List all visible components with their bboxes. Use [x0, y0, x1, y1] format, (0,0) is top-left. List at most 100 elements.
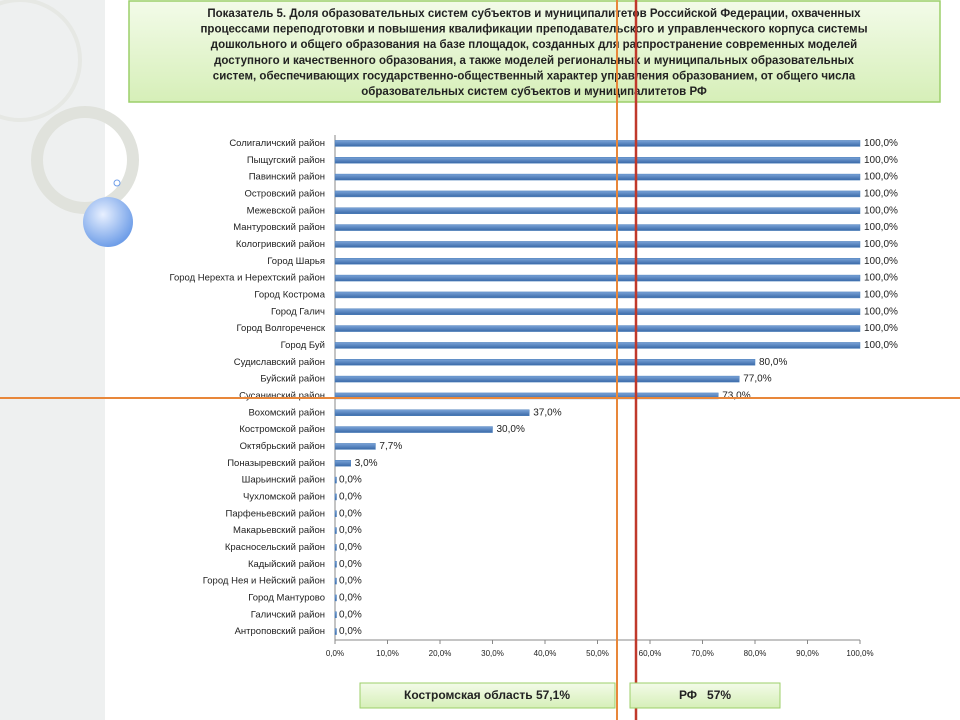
x-tick-label: 30,0% — [481, 649, 504, 658]
bar — [334, 224, 861, 231]
bar — [334, 308, 861, 315]
title-box — [128, 0, 941, 103]
value-label: 100,0% — [864, 290, 898, 301]
bar — [334, 460, 351, 467]
bar — [334, 594, 337, 602]
value-label: 0,0% — [339, 609, 362, 620]
bar — [334, 375, 740, 383]
bar — [334, 577, 337, 585]
y-tick-label: Сусанинский район — [239, 390, 325, 401]
y-tick-label: Город Кострома — [254, 289, 325, 300]
bar — [334, 359, 756, 366]
y-tick-label: Антроповский район — [235, 626, 325, 637]
y-tick-label: Город Нея и Нейский район — [203, 576, 325, 587]
y-tick-label: Город Волгореченск — [237, 323, 326, 334]
y-tick-label: Островский район — [244, 188, 325, 199]
bar — [334, 510, 337, 517]
y-tick-label: Парфеньевский район — [226, 508, 325, 519]
annotation: Костромская область 57,1% — [404, 688, 570, 702]
value-label: 100,0% — [864, 138, 898, 149]
y-tick-label: Мантуровский район — [233, 222, 325, 233]
bar — [334, 561, 337, 568]
x-tick-label: 10,0% — [376, 649, 399, 658]
value-label: 100,0% — [864, 205, 898, 216]
y-tick-label: Кологривский район — [236, 239, 325, 250]
value-label: 30,0% — [497, 424, 525, 435]
x-tick-label: 100,0% — [846, 649, 873, 658]
value-label: 100,0% — [864, 306, 898, 317]
y-tick-label: Город Нерехта и Нерехтский район — [169, 273, 325, 284]
value-label: 100,0% — [864, 189, 898, 200]
plot: Показатель 5. Доля образовательных систе… — [169, 8, 898, 658]
y-tick-label: Город Шарья — [267, 256, 325, 267]
y-tick-label: Пыщугский район — [247, 155, 325, 166]
y-tick-label: Павинский район — [249, 172, 325, 183]
y-tick-label: Чухломской район — [243, 491, 325, 502]
y-tick-label: Буйский район — [260, 374, 325, 385]
annotation: РФ 57% — [679, 688, 731, 702]
value-label: 0,0% — [339, 475, 362, 486]
y-tick-label: Макарьевский район — [233, 525, 325, 536]
x-tick-label: 0,0% — [326, 649, 344, 658]
bar — [334, 157, 861, 164]
y-tick-label: Костромской район — [239, 424, 325, 435]
y-tick-label: Судиславский район — [234, 357, 325, 368]
bar — [334, 611, 337, 618]
bar — [334, 140, 861, 147]
x-tick-label: 20,0% — [429, 649, 452, 658]
value-label: 80,0% — [759, 357, 787, 368]
y-tick-label: Кадыйский район — [248, 559, 325, 570]
chart-title: дошкольного и общего образования на базе… — [211, 39, 857, 51]
y-tick-label: Город Мантурово — [248, 592, 325, 603]
bar — [334, 628, 337, 635]
chart-title: Показатель 5. Доля образовательных систе… — [207, 8, 861, 20]
value-label: 100,0% — [864, 273, 898, 284]
value-label: 100,0% — [864, 340, 898, 351]
chart-title: образовательных систем субъектов и муниц… — [361, 86, 707, 98]
bar — [334, 493, 337, 501]
value-label: 0,0% — [339, 508, 362, 519]
decor-ring — [31, 106, 139, 214]
bar — [334, 207, 861, 214]
value-label: 37,0% — [533, 407, 561, 418]
value-label: 100,0% — [864, 172, 898, 183]
bar — [334, 544, 337, 551]
bar — [334, 241, 861, 248]
chart-title: процессами переподготовки и повышения кв… — [200, 24, 867, 36]
bar — [334, 342, 861, 349]
y-tick-label: Галичский район — [251, 609, 325, 620]
value-label: 100,0% — [864, 323, 898, 334]
decor-dot — [113, 179, 121, 187]
y-tick-label: Город Буй — [281, 340, 325, 351]
bar — [334, 190, 861, 198]
y-tick-label: Солигаличский район — [229, 138, 325, 149]
value-label: 77,0% — [743, 374, 771, 385]
bar — [334, 409, 530, 416]
chart-title: доступного и качественного образования, … — [214, 55, 854, 67]
bar — [334, 476, 337, 484]
value-label: 3,0% — [355, 458, 378, 469]
x-tick-label: 50,0% — [586, 649, 609, 658]
bar — [334, 258, 861, 265]
value-label: 0,0% — [339, 559, 362, 570]
value-label: 100,0% — [864, 256, 898, 267]
bar — [334, 274, 861, 282]
x-tick-label: 80,0% — [744, 649, 767, 658]
value-label: 0,0% — [339, 492, 362, 503]
value-label: 100,0% — [864, 239, 898, 250]
decor-ball — [83, 197, 133, 247]
y-tick-label: Город Галич — [271, 306, 325, 317]
bar — [334, 325, 861, 332]
x-tick-label: 40,0% — [534, 649, 557, 658]
value-label: 73,0% — [722, 391, 750, 402]
annotation-box — [629, 682, 781, 709]
y-tick-label: Шарьинский район — [242, 475, 325, 486]
value-label: 0,0% — [339, 542, 362, 553]
value-label: 100,0% — [864, 155, 898, 166]
chart-title: систем, обеспечивающих государственно-об… — [213, 70, 856, 82]
bar — [334, 426, 493, 433]
value-label: 0,0% — [339, 593, 362, 604]
value-label: 0,0% — [339, 525, 362, 536]
decor-ring — [0, 0, 82, 122]
y-tick-label: Поназыревский район — [227, 458, 325, 469]
